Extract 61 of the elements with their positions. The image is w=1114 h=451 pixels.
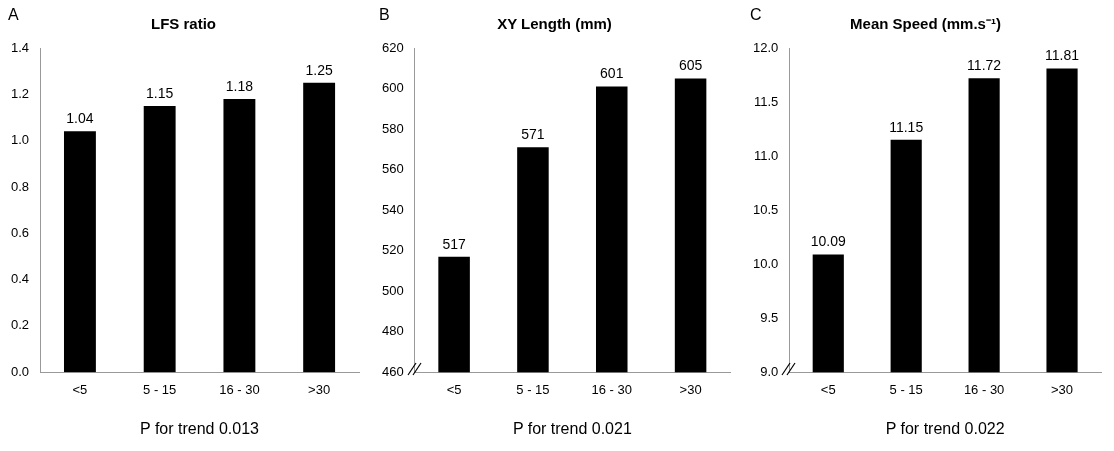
y-tick-label: 1.2 xyxy=(10,85,30,101)
x-axis-title: P for trend 0.013 xyxy=(140,419,260,437)
data-label: 11.81 xyxy=(1045,47,1080,64)
data-label: 11.72 xyxy=(967,57,1002,74)
data-label: 601 xyxy=(600,65,624,82)
x-tick-label: 16 - 30 xyxy=(219,381,260,397)
y-tick-label: 0.8 xyxy=(10,178,30,194)
bar xyxy=(303,82,336,373)
bar xyxy=(143,105,176,373)
x-axis-title: P for trend 0.021 xyxy=(512,419,632,437)
x-tick-label: 16 - 30 xyxy=(963,381,1005,397)
data-label: 1.04 xyxy=(66,110,94,127)
data-label: 517 xyxy=(442,235,466,252)
data-label: 605 xyxy=(678,57,703,74)
y-tick-label: 580 xyxy=(381,120,404,136)
y-tick-label: 11.0 xyxy=(753,147,779,163)
y-tick-label: 1.4 xyxy=(10,39,30,55)
x-tick-label: >30 xyxy=(679,381,702,397)
chart-title: Mean Speed (mm.s⁻¹) xyxy=(850,15,1001,33)
data-label: 1.18 xyxy=(225,77,254,94)
x-axis-title: P for trend 0.022 xyxy=(885,419,1005,437)
y-tick-label: 10.0 xyxy=(752,255,779,271)
y-tick-label: 540 xyxy=(381,201,404,217)
y-tick-label: 0.6 xyxy=(10,224,30,240)
data-label: 1.25 xyxy=(305,61,333,78)
y-tick-label: 0.2 xyxy=(10,317,30,333)
x-tick-label: <5 xyxy=(446,381,462,397)
x-tick-label: >30 xyxy=(308,381,331,397)
y-tick-label: 9.5 xyxy=(760,309,779,325)
text: C xyxy=(750,6,762,24)
y-tick-label: 11.5 xyxy=(753,93,779,109)
y-tick-label: 560 xyxy=(381,161,404,177)
chart-title: XY Length (mm) xyxy=(497,15,612,33)
bar xyxy=(223,98,256,373)
y-tick-label: 9.0 xyxy=(760,363,779,379)
data-label: 11.15 xyxy=(889,118,924,135)
x-tick-label: >30 xyxy=(1051,381,1074,397)
y-tick-label: 520 xyxy=(381,242,404,258)
chart-title: LFS ratio xyxy=(150,15,217,33)
y-tick-label: 500 xyxy=(381,282,404,298)
data-label: 1.15 xyxy=(146,84,174,101)
x-tick-label: 16 - 30 xyxy=(591,381,632,397)
text: A xyxy=(8,6,19,24)
y-tick-label: 620 xyxy=(381,39,404,55)
y-tick-label: 480 xyxy=(381,323,404,339)
data-label: 571 xyxy=(521,126,545,143)
x-tick-label: <5 xyxy=(820,381,836,397)
y-tick-label: 0.0 xyxy=(10,363,30,379)
y-tick-label: 0.4 xyxy=(10,271,30,287)
x-tick-label: 5 - 15 xyxy=(889,381,923,397)
y-tick-label: 12.0 xyxy=(752,39,779,55)
y-tick-label: 10.5 xyxy=(752,201,779,217)
y-tick-label: 600 xyxy=(381,80,404,96)
y-tick-label: 1.0 xyxy=(10,132,30,148)
bar xyxy=(63,131,96,373)
y-tick-label: 460 xyxy=(381,363,404,379)
x-tick-label: 5 - 15 xyxy=(516,381,550,397)
x-tick-label: 5 - 15 xyxy=(143,381,177,397)
text: B xyxy=(379,6,390,24)
data-label: 10.09 xyxy=(810,233,846,250)
x-tick-label: <5 xyxy=(72,381,88,397)
